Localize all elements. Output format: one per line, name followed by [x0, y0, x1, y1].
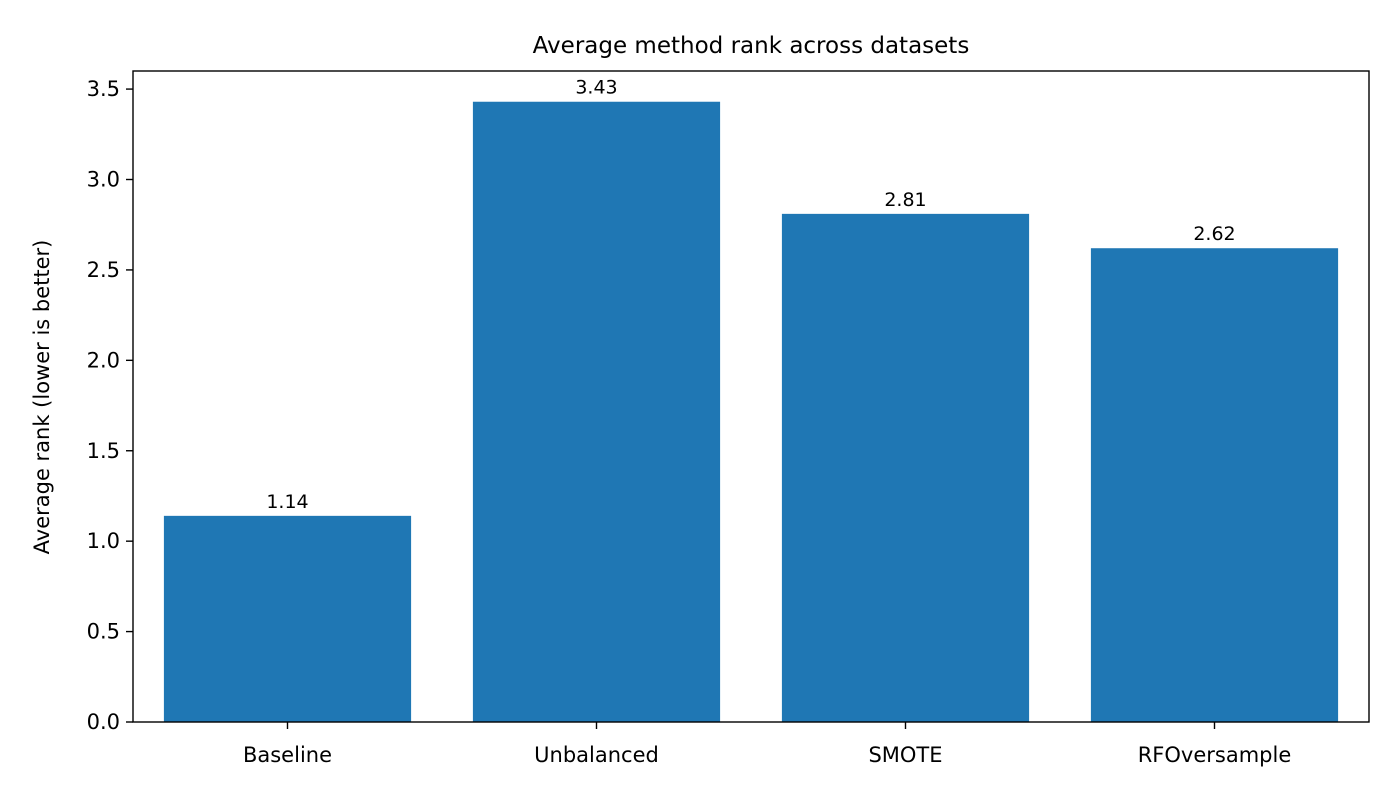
data-label: 2.62 [1193, 223, 1235, 245]
y-tick-label: 3.5 [87, 77, 120, 101]
data-label: 3.43 [575, 77, 617, 99]
plot-area: 1.14 Baseline 3.43 Unbalanced 2.81 SMOTE 2.62 R… [87, 70, 1370, 767]
y-tick-label: 1.0 [87, 529, 120, 553]
bar-rfoversample [1090, 248, 1339, 722]
y-tick-label: 0.5 [87, 620, 120, 644]
chart-title: Average method rank across datasets [533, 33, 970, 59]
y-tick-label: 1.5 [87, 439, 120, 463]
x-tick-label: RFOversample [1138, 743, 1292, 767]
y-axis-label: Average rank (lower is better) [30, 240, 54, 555]
data-label: 2.81 [884, 189, 926, 211]
axes-frame [132, 70, 1370, 723]
y-tick-label: 2.5 [87, 258, 120, 282]
y-tick-label: 0.0 [87, 710, 120, 734]
x-tick-label: SMOTE [868, 743, 942, 767]
x-tick-label: Unbalanced [534, 743, 659, 767]
y-tick-label: 2.0 [87, 348, 120, 372]
bar-unbalanced [472, 101, 721, 723]
x-tick-label: Baseline [243, 743, 332, 767]
y-tick-label: 3.0 [87, 168, 120, 192]
bar-baseline [163, 515, 412, 722]
data-label: 1.14 [266, 491, 308, 513]
bar-smote [781, 213, 1030, 723]
